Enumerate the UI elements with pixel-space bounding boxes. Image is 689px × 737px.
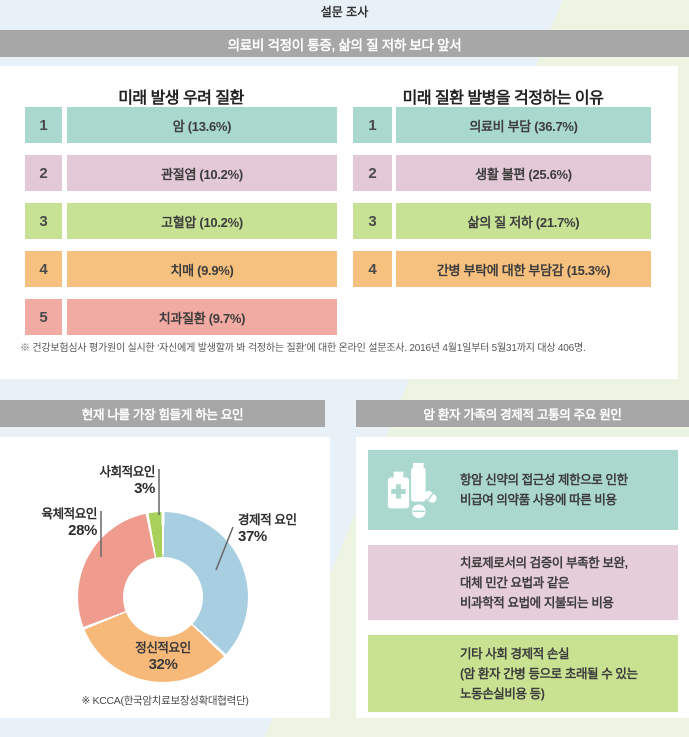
burden-header-text: 암 환자 가족의 경제적 고통의 주요 원인 (423, 408, 622, 422)
table-row: 3 고혈압 (10.2%) (25, 203, 337, 239)
label-mental-factor: 정신적요인 32% (135, 641, 191, 673)
burden-box-line: (암 환자 간병 등으로 초래될 수 있는 (460, 666, 638, 681)
value-cell: 치과질환 (9.7%) (67, 299, 337, 335)
table-row: 4 간병 부탁에 대한 부담감 (15.3%) (353, 251, 651, 287)
factors-header-text: 현재 나를 가장 힘들게 하는 요인 (81, 408, 244, 422)
rank-cell: 4 (25, 251, 62, 287)
burden-box-line: 비급여 의약품 사용에 따른 비용 (460, 493, 617, 507)
table-row: 2 생활 불편 (25.6%) (353, 155, 651, 191)
rank-cell: 4 (353, 251, 392, 287)
table-row: 2 관절염 (10.2%) (25, 155, 337, 191)
burden-box-line: 노동손실비용 등) (460, 686, 545, 701)
survey-card: 미래 발생 우려 질환 미래 질환 발병을 걱정하는 이유 1 암 (13.6%… (0, 66, 678, 379)
table-row: 1 의료비 부담 (36.7%) (353, 107, 651, 143)
factors-card: 사회적요인 3% 육체적요인 28% 경제적 요인 37% 정신적요인 32% … (0, 437, 330, 718)
rank-cell: 2 (25, 155, 62, 191)
survey-footnote: ※ 건강보험심사 평가원이 실시한 ‘자신에게 발생할까 봐 걱정하는 질환’에… (20, 343, 586, 354)
rank-cell: 5 (25, 299, 62, 335)
burden-box-line: 대체 민간 요법과 같은 (460, 575, 570, 590)
burden-box-social-loss: 기타 사회 경제적 손실 (암 환자 간병 등으로 초래될 수 있는 노동손실비… (368, 635, 678, 712)
burden-box-alternative-therapy: 치료제로서의 검증이 부족한 보완, 대체 민간 요법과 같은 비과학적 요법에… (368, 545, 678, 620)
rank-cell: 3 (25, 203, 62, 239)
medicine-icon (387, 462, 437, 519)
rank-cell: 1 (25, 107, 62, 143)
table-row: 3 삶의 질 저하 (21.7%) (353, 203, 651, 239)
left-table-title: 미래 발생 우려 질환 (118, 90, 244, 107)
value-cell: 고혈압 (10.2%) (67, 203, 337, 239)
factors-header: 현재 나를 가장 힘들게 하는 요인 (0, 400, 325, 427)
value-cell: 간병 부탁에 대한 부담감 (15.3%) (396, 251, 651, 287)
burden-box-medication: 항암 신약의 접근성 제한으로 인한 비급여 의약품 사용에 따른 비용 (368, 450, 678, 530)
headline-banner-text: 의료비 걱정이 통증, 삶의 질 저하 보다 앞서 (227, 37, 462, 53)
burden-box-line: 치료제로서의 검증이 부족한 보완, (460, 555, 628, 570)
value-cell: 관절염 (10.2%) (67, 155, 337, 191)
label-economic-factor: 경제적 요인 37% (238, 513, 297, 545)
value-cell: 의료비 부담 (36.7%) (396, 107, 651, 143)
table-row: 1 암 (13.6%) (25, 107, 337, 143)
burden-card: 항암 신약의 접근성 제한으로 인한 비급여 의약품 사용에 따른 비용 치료제… (356, 437, 689, 718)
burden-box-line: 기타 사회 경제적 손실 (460, 646, 570, 661)
table-row: 4 치매 (9.9%) (25, 251, 337, 287)
rank-cell: 1 (353, 107, 392, 143)
rank-cell: 3 (353, 203, 392, 239)
headline-banner: 의료비 걱정이 통증, 삶의 질 저하 보다 앞서 (0, 30, 689, 57)
table-row: 5 치과질환 (9.7%) (25, 299, 337, 335)
chart-source: ※ KCCA(한국암치료보장성확대협력단) (81, 695, 249, 707)
value-cell: 삶의 질 저하 (21.7%) (396, 203, 651, 239)
burden-box-line: 항암 신약의 접근성 제한으로 인한 (460, 473, 628, 487)
value-cell: 치매 (9.9%) (67, 251, 337, 287)
label-social-factor: 사회적요인 3% (99, 465, 155, 497)
burden-box-line: 비과학적 요법에 지불되는 비용 (460, 595, 614, 610)
value-cell: 생활 불편 (25.6%) (396, 155, 651, 191)
page-title: 설문 조사 (320, 5, 369, 19)
value-cell: 암 (13.6%) (67, 107, 337, 143)
burden-header: 암 환자 가족의 경제적 고통의 주요 원인 (356, 400, 689, 427)
right-table-title: 미래 질환 발병을 걱정하는 이유 (402, 90, 604, 107)
rank-cell: 2 (353, 155, 392, 191)
label-physical-factor: 육체적요인 28% (41, 507, 97, 539)
